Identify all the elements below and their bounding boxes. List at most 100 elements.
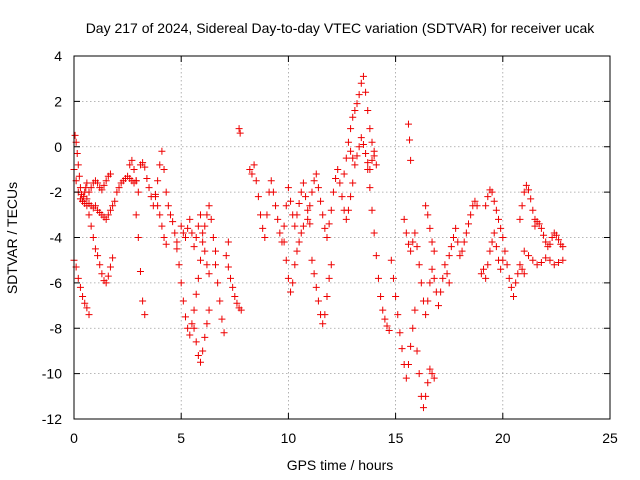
data-point	[413, 347, 421, 355]
data-point	[75, 172, 83, 180]
data-point	[299, 222, 307, 230]
data-point	[370, 147, 378, 155]
data-point	[525, 186, 533, 194]
data-point	[396, 329, 404, 337]
data-point	[246, 165, 254, 173]
data-point	[237, 306, 245, 314]
data-point	[158, 147, 166, 155]
data-point	[424, 379, 432, 387]
data-point	[317, 197, 325, 205]
data-point	[192, 338, 200, 346]
data-point	[83, 304, 91, 312]
data-point	[510, 292, 518, 300]
chart-title: Day 217 of 2024, Sidereal Day-to-day VTE…	[86, 20, 596, 36]
data-point	[441, 261, 449, 269]
data-point	[130, 165, 138, 173]
data-point	[559, 256, 567, 264]
data-point	[134, 188, 142, 196]
data-point	[310, 177, 318, 185]
y-tick-label: -6	[50, 275, 63, 291]
data-point	[522, 181, 530, 189]
data-point	[205, 306, 213, 314]
data-point	[269, 188, 277, 196]
data-point	[179, 297, 187, 305]
data-point	[79, 197, 87, 205]
data-point	[406, 136, 414, 144]
data-point	[312, 283, 320, 291]
data-point	[184, 324, 192, 332]
data-point	[430, 247, 438, 255]
data-point	[383, 322, 391, 330]
data-point	[91, 202, 99, 210]
data-point	[422, 202, 430, 210]
y-tick-label: 2	[54, 93, 62, 109]
data-point	[81, 299, 89, 307]
data-point	[102, 279, 110, 287]
data-point	[338, 193, 346, 201]
data-point	[323, 292, 331, 300]
data-point	[351, 106, 359, 114]
data-point	[404, 120, 412, 128]
data-point	[252, 177, 260, 185]
data-point	[449, 234, 457, 241]
data-point	[145, 184, 153, 192]
data-point	[188, 229, 196, 237]
data-point	[542, 254, 550, 262]
data-point	[492, 243, 500, 251]
data-point	[83, 179, 91, 187]
data-point	[462, 229, 470, 237]
data-point	[439, 274, 447, 282]
data-point	[426, 279, 434, 287]
data-point	[525, 252, 533, 260]
data-point	[477, 270, 485, 278]
data-point	[381, 315, 389, 323]
data-point	[555, 236, 563, 244]
data-point	[214, 279, 222, 287]
data-point	[199, 229, 207, 237]
data-point	[156, 161, 164, 169]
data-point	[85, 211, 93, 219]
data-point	[227, 274, 235, 282]
data-point	[362, 88, 370, 96]
data-point	[89, 234, 97, 241]
data-point	[192, 290, 200, 298]
data-point	[342, 215, 350, 223]
data-point	[342, 154, 350, 162]
data-point	[501, 247, 509, 255]
data-point	[428, 265, 436, 273]
data-points-layer	[70, 72, 567, 412]
data-point	[332, 175, 340, 183]
data-point	[160, 234, 168, 241]
data-point	[321, 224, 329, 232]
data-point	[540, 231, 548, 239]
data-point	[79, 292, 87, 300]
data-point	[143, 175, 151, 183]
data-point	[529, 206, 537, 214]
data-point	[411, 306, 419, 314]
data-point	[304, 215, 312, 223]
data-point	[520, 188, 528, 196]
data-point	[76, 283, 84, 291]
x-tick-label: 15	[388, 430, 404, 446]
data-point	[334, 165, 342, 173]
data-point	[327, 206, 335, 214]
data-point	[173, 245, 181, 253]
data-point	[535, 220, 543, 228]
data-point	[533, 261, 541, 269]
data-point	[194, 274, 202, 282]
data-point	[364, 165, 372, 173]
data-point	[488, 188, 496, 196]
x-tick-label: 20	[495, 430, 511, 446]
data-point	[516, 261, 524, 269]
data-point	[184, 224, 192, 232]
data-point	[141, 163, 149, 171]
data-point	[248, 170, 256, 178]
data-point	[87, 222, 95, 230]
x-axis-label: GPS time / hours	[287, 457, 394, 473]
data-point	[186, 215, 194, 223]
data-point	[158, 222, 166, 230]
data-point	[106, 206, 114, 214]
data-point	[308, 188, 316, 196]
data-point	[201, 333, 209, 341]
